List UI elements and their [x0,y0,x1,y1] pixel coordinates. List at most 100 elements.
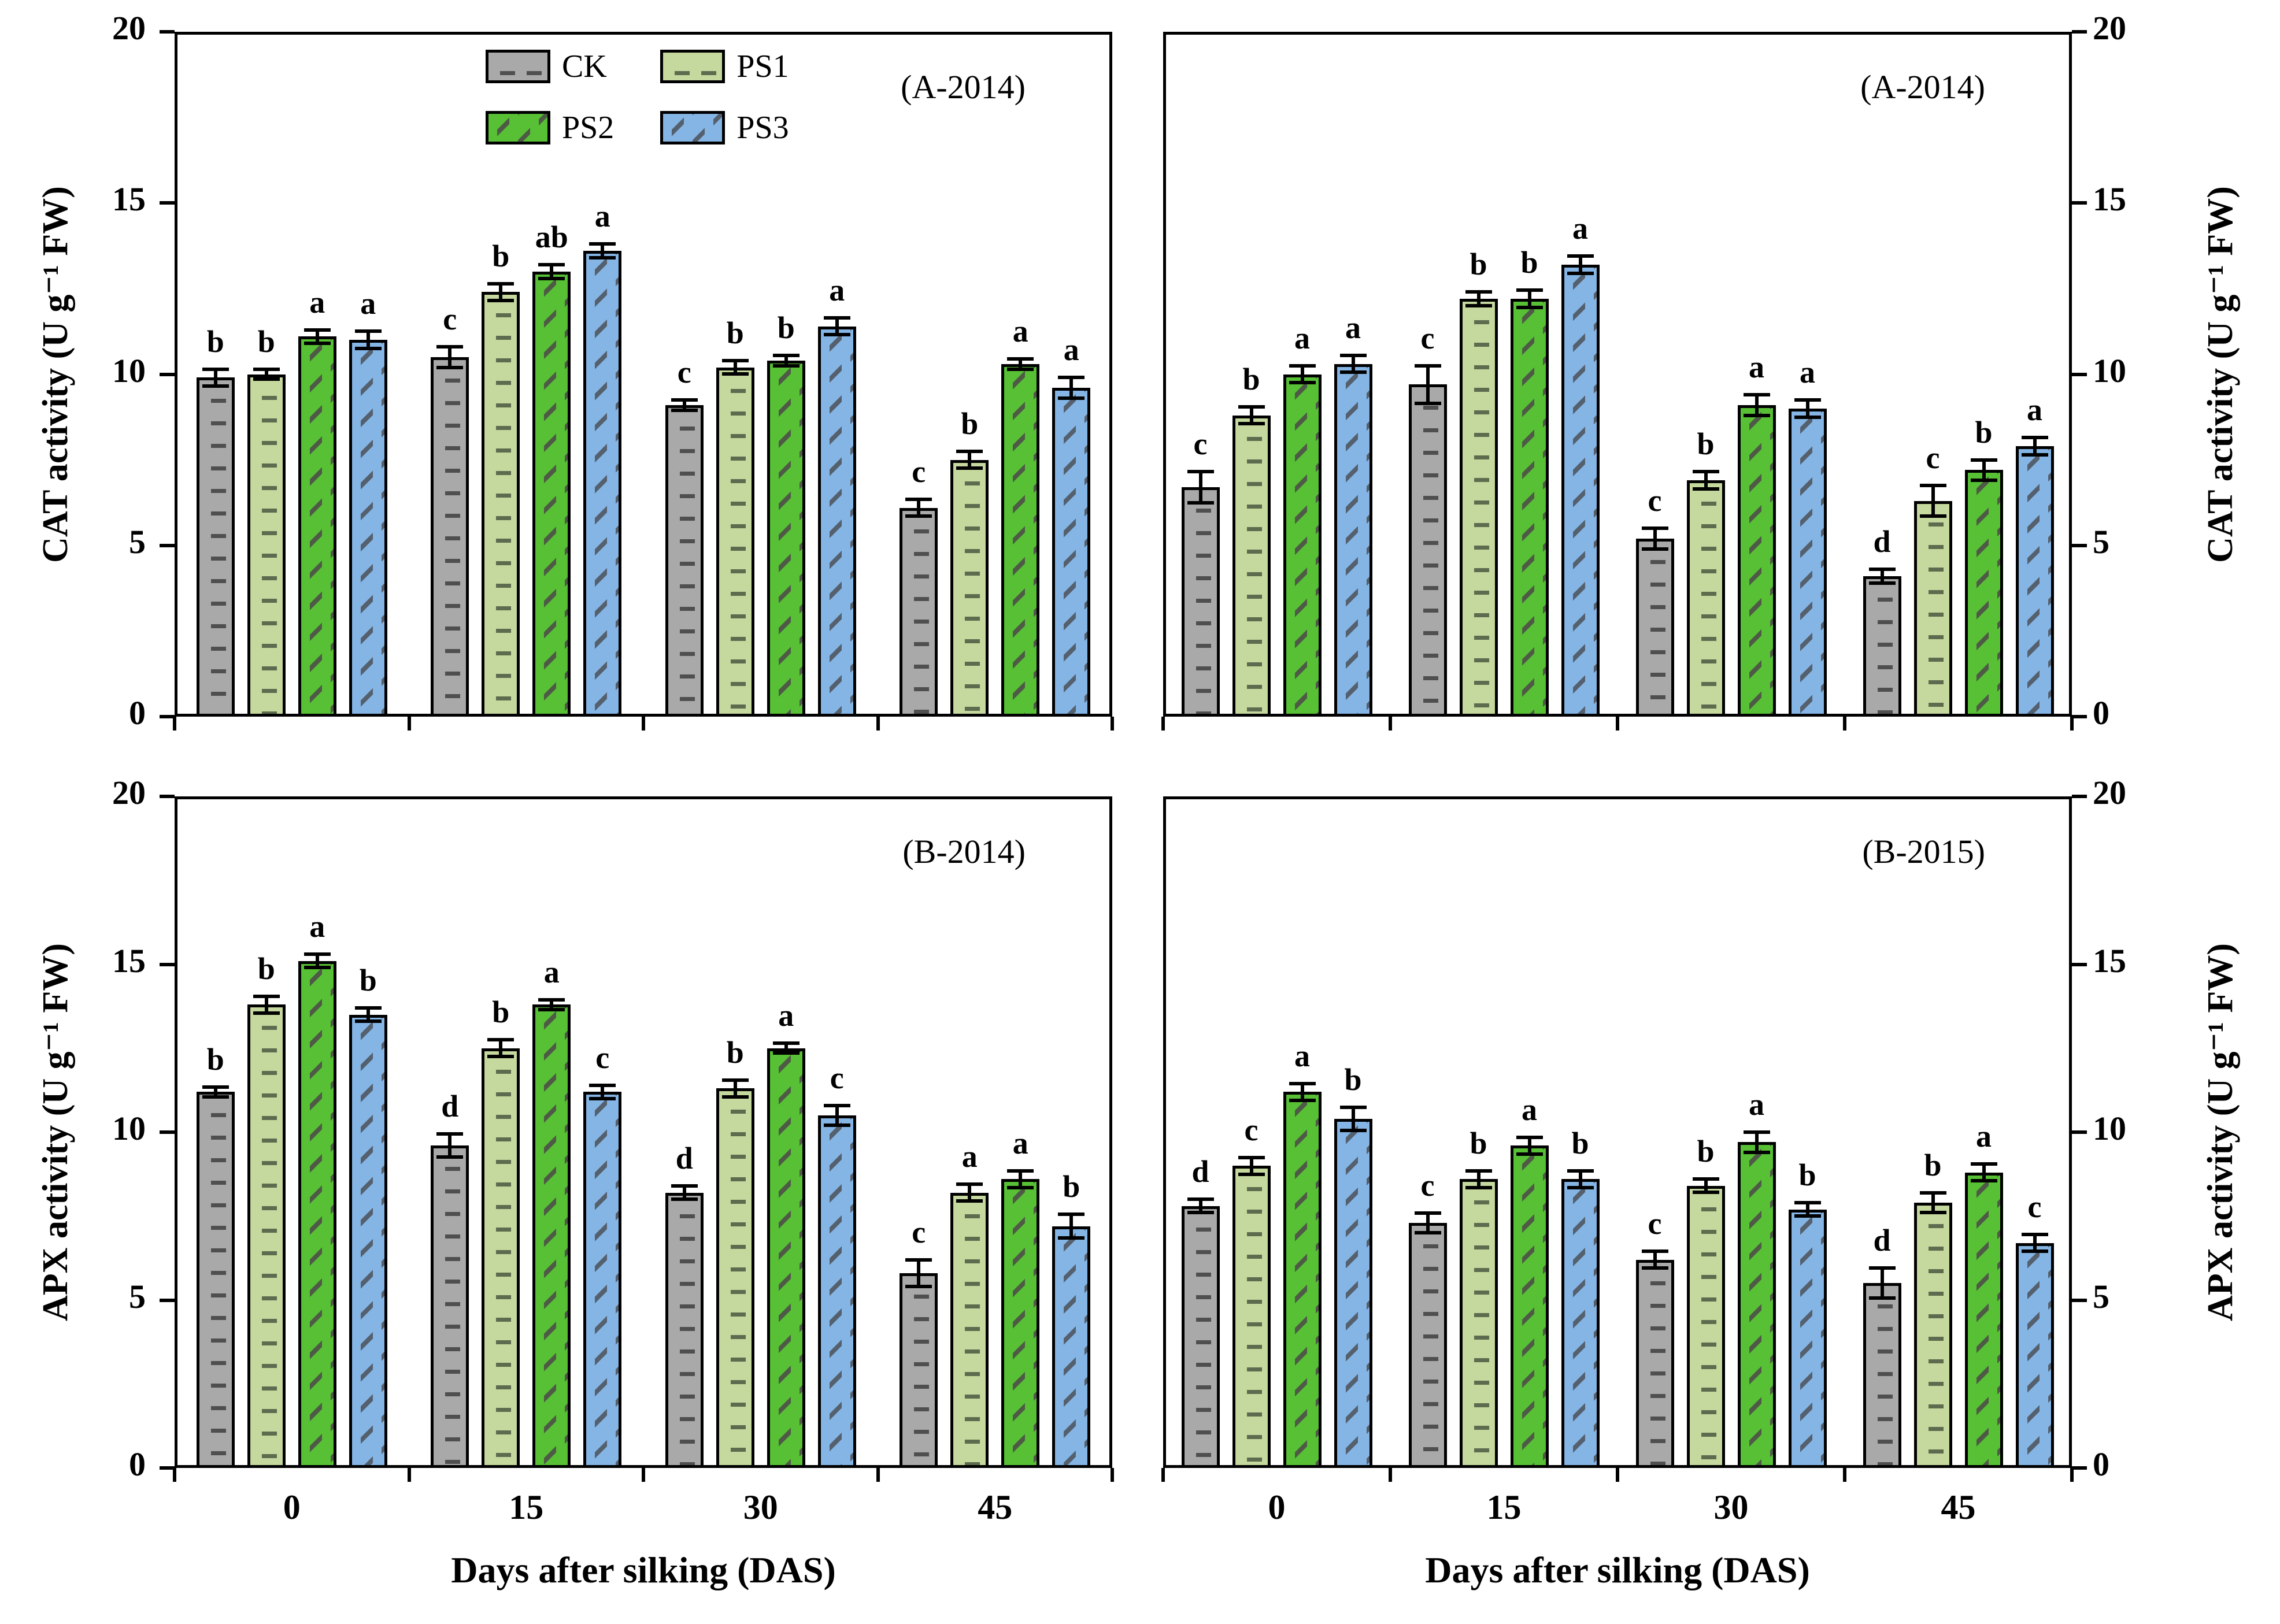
error-bar-stem [213,1085,217,1099]
x-tick-label: 45 [1941,1488,1976,1526]
y-tick-label: 10 [112,1110,146,1147]
legend-item: PS1 [660,48,789,85]
error-bar [721,358,749,376]
error-bar-stem [601,242,605,259]
error-bar-cap [1868,1296,1896,1300]
error-bar [202,367,229,388]
error-bar-cap [1465,303,1492,307]
error-bar-stem [1426,1211,1430,1235]
sig-letter: a [829,272,845,307]
bar-ps2-das45 [1001,364,1040,717]
error-bar-cap [1794,1214,1821,1218]
error-bar-stem [784,1041,788,1055]
error-bar-stem [366,1006,370,1024]
error-bar-cap [1516,305,1543,309]
y-tick-label: 20 [2093,774,2126,811]
error-bar-stem [1805,1201,1809,1218]
y-tick-mark [160,372,175,376]
error-bar-stem [1249,405,1253,426]
sig-letter: c [912,1214,926,1249]
error-bar-stem [1300,1081,1304,1102]
error-bar-stem [264,994,268,1015]
bar-ps2-das30 [1737,405,1776,717]
legend-swatch-ps1 [660,50,726,83]
panel-label: (A-2014) [1860,68,1985,106]
error-bar-stem [1527,288,1531,309]
error-bar-cap [1339,370,1367,375]
error-bar-cap [1919,514,1946,518]
bar-ps2-das15 [1510,1145,1549,1468]
error-bar [956,449,983,470]
sig-letter: d [441,1089,459,1124]
legend: CK PS1 PS2 PS3 [486,48,789,146]
error-bar-stem [917,497,921,518]
error-bar [354,1006,382,1024]
y-tick-label: 20 [2093,9,2126,47]
bar-ps2-das0 [1283,1092,1322,1468]
error-bar-stem [835,316,839,337]
bar-ps1-das30 [716,1088,754,1468]
sig-letter: d [1873,524,1891,559]
error-bar [1970,458,1997,483]
error-bar-stem [733,358,737,376]
bar-ps3-das45 [1052,1226,1091,1468]
error-bar [1339,353,1367,375]
sig-letter: b [492,995,510,1030]
legend-swatch-ck [486,50,550,83]
bar-ps1-das30 [716,367,754,717]
x-tick-mark [2070,717,2074,731]
panel-label: (B-2015) [1862,833,1985,870]
y-tick-mark [160,201,175,205]
error-bar [1567,254,1594,275]
bar-ps3-das0 [1334,364,1372,717]
error-bar [1465,290,1492,307]
error-bar-cap [487,1055,515,1059]
sig-letter: ab [535,219,568,254]
bar-ps2-das0 [1283,374,1322,717]
error-bar-cap [202,384,229,388]
bar-ps2-das45 [1964,470,2003,717]
x-tick-mark [1111,717,1114,731]
error-bar-cap [956,466,983,470]
sig-letter: a [1345,310,1361,345]
error-bar [1794,398,1821,419]
error-bar [2021,1233,2048,1254]
error-bar-cap [1058,396,1085,400]
sig-letter: b [359,963,377,998]
bar-ps3-das15 [583,1092,622,1468]
error-bar-cap [1465,1185,1492,1189]
bar-ps1-das0 [247,1004,286,1468]
sig-letter: b [1242,361,1260,396]
error-bar-cap [1970,1179,1997,1183]
error-bar [1692,470,1719,491]
y-tick-mark [2072,1466,2087,1470]
error-bar [1289,364,1316,385]
bar-ck-das0 [1181,487,1220,717]
y-tick-mark [160,962,175,966]
sig-letter: a [594,199,610,234]
error-bar [202,1085,229,1099]
error-bar-stem [1198,1197,1202,1215]
bar-ps3-das30 [817,326,856,717]
error-bar-cap [1516,1152,1543,1156]
y-tick-mark [2072,962,2087,966]
bar-ps3-das45 [2015,446,2054,717]
error-bar-cap [772,364,800,368]
error-bar-stem [784,353,788,368]
error-bar [436,1132,464,1159]
sig-letter: b [1975,414,1993,450]
sig-letter: a [2027,392,2042,428]
error-bar-stem [1069,376,1074,400]
bar-ps3-das0 [349,340,387,717]
x-tick-mark [1111,1468,1114,1482]
error-bar-cap [721,372,749,376]
error-bar [1919,484,1946,518]
x-tick-mark [1616,1468,1619,1482]
x-tick-mark [407,1468,411,1482]
error-bar-stem [1931,484,1935,518]
legend-item: PS2 [486,109,614,146]
error-bar-stem [1578,254,1582,275]
y-tick-label: 10 [2093,351,2126,390]
x-tick-mark [876,1468,880,1482]
error-bar [538,998,565,1011]
